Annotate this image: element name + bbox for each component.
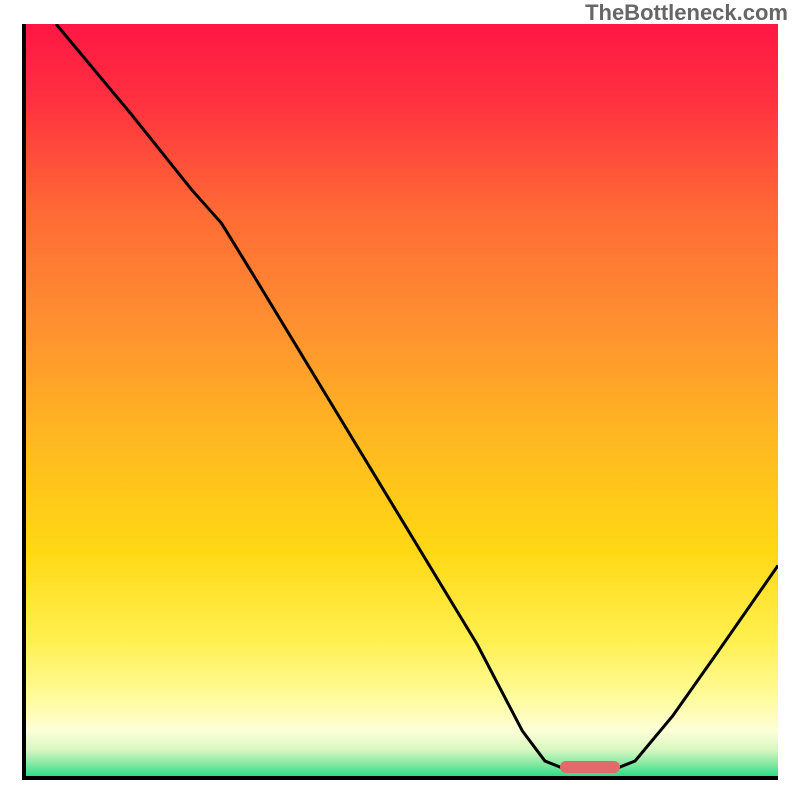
optimal-zone-marker (560, 761, 620, 773)
plot-area (22, 24, 778, 780)
bottleneck-curve (26, 24, 778, 776)
watermark-text: TheBottleneck.com (585, 0, 788, 26)
